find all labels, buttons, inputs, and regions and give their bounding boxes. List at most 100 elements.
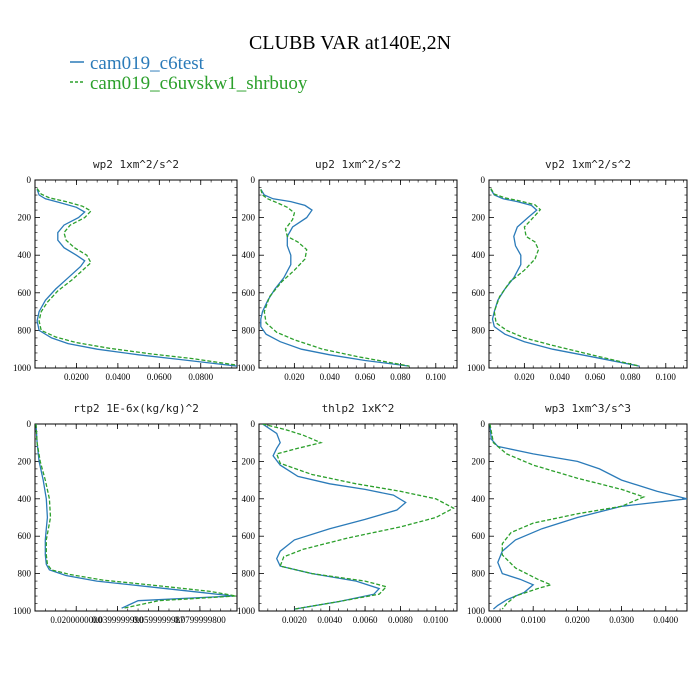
y-tick-label: 800	[18, 569, 32, 579]
x-tick-label: 0.060	[585, 372, 606, 382]
y-tick-label: 200	[18, 213, 32, 223]
y-tick-label: 600	[472, 288, 486, 298]
y-tick-label: 0	[27, 419, 32, 429]
y-tick-label: 1000	[237, 363, 256, 373]
y-tick-label: 800	[18, 325, 32, 335]
y-tick-label: 600	[472, 531, 486, 541]
x-tick-label: 0.0400	[653, 615, 678, 625]
x-tick-label: 0.040	[550, 372, 571, 382]
x-tick-label: 0.020	[514, 372, 535, 382]
plot-frame	[34, 179, 238, 369]
x-tick-label: 0.020	[284, 372, 305, 382]
panel-title: wp3 1xm^3/s^3	[545, 402, 631, 415]
y-tick-label: 1000	[13, 363, 32, 373]
panel-title: vp2 1xm^2/s^2	[545, 158, 631, 171]
panel-title: up2 1xm^2/s^2	[315, 158, 401, 171]
y-tick-label: 1000	[467, 606, 486, 616]
x-tick-label: 0.0000	[477, 615, 502, 625]
series-line-c6test	[490, 189, 640, 367]
panel-4: rtp2 1E-6x(kg/kg)^2 0 200 400 600 800 1000 0.02…	[13, 402, 238, 625]
x-tick-label: 0.0040	[317, 615, 342, 625]
y-tick-label: 600	[242, 288, 256, 298]
x-tick-label: 0.0400	[105, 372, 130, 382]
x-tick-label: 0.0300	[609, 615, 634, 625]
y-tick-label: 400	[472, 494, 486, 504]
series-line-c6test	[35, 424, 233, 609]
x-tick-label: 0.080	[620, 372, 641, 382]
panel-1: wp2 1xm^2/s^2 0 200 400 600 800 1000 0.0200 0.04…	[13, 158, 238, 382]
plot-frame	[258, 179, 458, 369]
x-tick-label: 0.0599999987	[133, 615, 185, 625]
x-tick-label: 0.100	[426, 372, 447, 382]
y-tick-label: 1000	[13, 606, 32, 616]
y-tick-label: 0	[251, 175, 256, 185]
y-tick-label: 200	[242, 213, 256, 223]
x-tick-label: 0.0799999800	[174, 615, 226, 625]
series-line-shrbuoy	[490, 188, 640, 367]
figure-title: CLUBB VAR at140E,2N	[249, 32, 451, 54]
x-tick-label: 0.0200000000	[50, 615, 102, 625]
legend-label-shrbuoy: cam019_c6uvskw1_shrbuoy	[90, 73, 308, 94]
x-tick-label: 0.0200	[565, 615, 590, 625]
series-line-shrbuoy	[260, 189, 410, 367]
panel-3: vp2 1xm^2/s^2 0 200 400 600 800 1000 0.020 0.040…	[467, 158, 688, 382]
y-tick-label: 800	[472, 569, 486, 579]
x-tick-label: 0.100	[656, 372, 677, 382]
y-tick-label: 400	[18, 494, 32, 504]
y-tick-label: 800	[242, 325, 256, 335]
x-tick-label: 0.0100	[521, 615, 546, 625]
x-tick-label: 0.0200	[64, 372, 89, 382]
series-line-c6test	[262, 424, 407, 610]
x-tick-label: 0.0800	[188, 372, 213, 382]
y-tick-label: 800	[472, 325, 486, 335]
y-tick-label: 0	[481, 175, 486, 185]
y-tick-label: 400	[242, 494, 256, 504]
plot-frame	[258, 423, 458, 612]
y-tick-label: 200	[472, 456, 486, 466]
x-tick-label: 0.060	[355, 372, 376, 382]
y-tick-label: 0	[27, 175, 32, 185]
y-tick-label: 400	[242, 250, 256, 260]
y-tick-label: 800	[242, 569, 256, 579]
panel-5: thlp2 1xK^2 0 200 400 600 800 1000 0.0020 0.0040…	[237, 402, 458, 625]
y-tick-label: 1000	[467, 363, 486, 373]
y-tick-label: 200	[242, 456, 256, 466]
legend-label-c6test: cam019_c6test	[90, 53, 205, 74]
y-tick-label: 600	[242, 531, 256, 541]
series-line-c6test	[260, 189, 410, 367]
y-tick-label: 200	[472, 213, 486, 223]
legend: cam019_c6test cam019_c6uvskw1_shrbuoy	[70, 53, 308, 94]
y-tick-label: 400	[472, 250, 486, 260]
x-tick-label: 0.080	[390, 372, 411, 382]
y-tick-label: 600	[18, 531, 32, 541]
x-tick-label: 0.040	[320, 372, 341, 382]
series-line-shrbuoy	[36, 188, 237, 366]
panel-2: up2 1xm^2/s^2 0 200 400 600 800 1000 0.020 0.040…	[237, 158, 458, 382]
series-line-shrbuoy	[262, 424, 455, 610]
x-tick-label: 0.0399999990	[92, 615, 144, 625]
panel-title: wp2 1xm^2/s^2	[93, 158, 179, 171]
panel-title: thlp2 1xK^2	[322, 402, 395, 415]
x-tick-label: 0.0100	[423, 615, 448, 625]
x-tick-label: 0.0020	[282, 615, 307, 625]
plot-frame	[488, 423, 688, 612]
x-tick-label: 0.0080	[388, 615, 413, 625]
y-tick-label: 1000	[237, 606, 256, 616]
series-line-c6test	[36, 189, 237, 367]
y-tick-label: 600	[18, 288, 32, 298]
series-line-shrbuoy	[35, 424, 237, 609]
x-tick-label: 0.0600	[147, 372, 172, 382]
series-line-shrbuoy	[489, 424, 646, 610]
panel-title: rtp2 1E-6x(kg/kg)^2	[73, 402, 199, 415]
y-tick-label: 0	[251, 419, 256, 429]
plot-frame	[34, 423, 238, 612]
y-tick-label: 0	[481, 419, 486, 429]
y-tick-label: 200	[18, 456, 32, 466]
x-tick-label: 0.0060	[353, 615, 378, 625]
plot-frame	[488, 179, 688, 369]
series-line-c6test	[489, 424, 687, 610]
y-tick-label: 400	[18, 250, 32, 260]
